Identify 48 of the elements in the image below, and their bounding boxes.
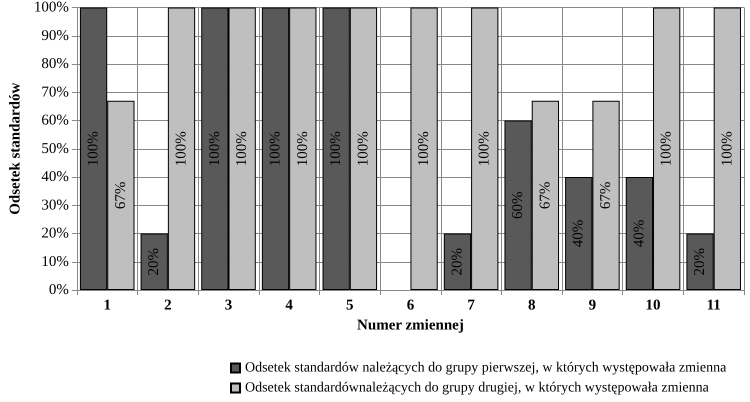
data-label: 100% (355, 131, 372, 166)
legend-label: Odsetek standardów należących do grupy pierwszej, w których występowała zmienna (245, 360, 728, 376)
y-tick-label: 30% (41, 197, 69, 214)
data-label: 67% (112, 182, 129, 210)
data-label: 100% (174, 131, 190, 166)
x-tick-label: 5 (346, 298, 354, 314)
data-label: 40% (570, 220, 587, 248)
data-label: 100% (268, 131, 284, 166)
legend-label: Odsetek standardównależących do grupy drugiej, w których występowała zmienna (245, 380, 710, 396)
x-tick-label: 9 (588, 298, 596, 314)
y-tick-label: 10% (41, 254, 69, 270)
x-tick-label: 10 (646, 298, 661, 314)
y-tick-label: 20% (41, 226, 69, 242)
data-label: 60% (510, 192, 526, 219)
data-label: 100% (234, 131, 250, 166)
data-label: 100% (328, 131, 344, 166)
data-label: 100% (206, 131, 223, 166)
y-tick-label: 40% (41, 169, 69, 185)
data-label: 100% (476, 131, 493, 166)
data-label: 100% (86, 131, 102, 166)
data-label: 20% (146, 248, 162, 276)
data-label: 100% (658, 131, 675, 166)
x-axis-title: Numer zmiennej (357, 317, 464, 334)
bar (410, 8, 438, 290)
y-tick-label: 100% (34, 0, 69, 16)
x-tick-label: 6 (406, 298, 415, 314)
data-label: 20% (449, 248, 466, 276)
data-label: 100% (719, 131, 736, 166)
data-label: 100% (416, 131, 432, 166)
x-tick-label: 11 (706, 298, 721, 314)
data-label: 67% (537, 182, 554, 210)
x-tick-label: 8 (528, 298, 536, 314)
y-tick-label: 0% (48, 282, 69, 298)
y-tick-label: 90% (41, 28, 69, 44)
x-tick-label: 7 (467, 298, 476, 314)
y-tick-label: 50% (41, 140, 69, 157)
x-tick-label: 2 (164, 298, 172, 314)
y-tick-label: 60% (41, 112, 69, 128)
x-tick-label: 3 (224, 298, 232, 314)
y-axis-title: Odsetek standardów (8, 82, 24, 215)
data-label: 100% (294, 131, 311, 166)
x-tick-label: 4 (285, 298, 294, 314)
y-tick-label: 70% (41, 84, 69, 100)
data-label: 67% (598, 182, 614, 210)
y-tick-label: 80% (41, 56, 69, 72)
x-tick-label: 1 (103, 298, 111, 314)
data-label: 40% (631, 220, 648, 248)
data-label: 20% (692, 248, 708, 276)
